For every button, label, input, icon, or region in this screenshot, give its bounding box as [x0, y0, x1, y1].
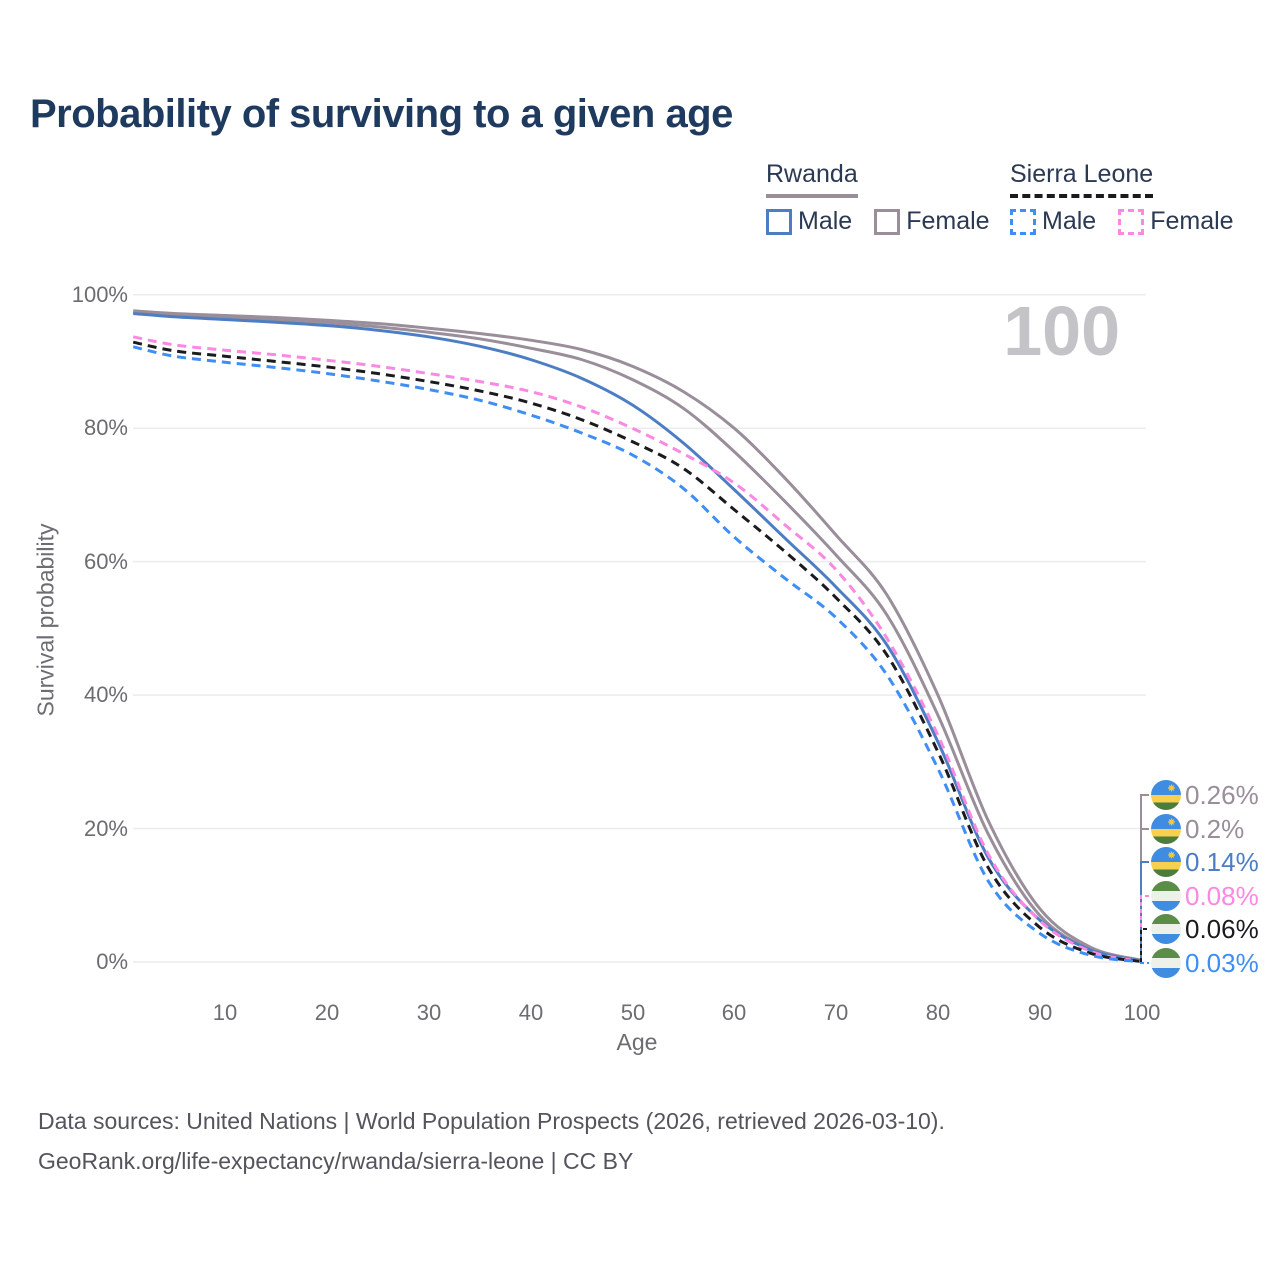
y-tick: 100% [71, 282, 128, 307]
end-value: 0.26% [1185, 779, 1259, 810]
x-tick: 100 [1123, 1000, 1161, 1025]
legend-group-rwanda: Rwanda Male Female [766, 160, 1012, 236]
x-tick: 30 [416, 1000, 442, 1025]
legend-item-sierra-leone-female[interactable]: Female [1118, 207, 1234, 236]
legend-item-rwanda-male[interactable]: Male [766, 207, 852, 236]
end-value: 0.06% [1185, 913, 1259, 944]
watermark-age: 100 [1003, 292, 1120, 370]
rwanda-flag-icon [1151, 847, 1181, 877]
end-label-sierra-leone-female: 0.08% [1151, 881, 1259, 911]
legend-item-sierra-leone-male[interactable]: Male [1010, 207, 1096, 236]
x-tick: 80 [925, 1000, 951, 1025]
end-value: 0.14% [1185, 846, 1259, 877]
y-tick: 0% [96, 949, 128, 974]
x-tick: 10 [212, 1000, 238, 1025]
legend-sierra-leone-title[interactable]: Sierra Leone [1010, 160, 1154, 198]
x-tick: 40 [518, 1000, 544, 1025]
y-axis-title: Survival probability [32, 523, 59, 717]
y-tick: 40% [83, 682, 128, 707]
legend-group-sierra-leone: Sierra Leone Male Female [1010, 160, 1256, 236]
x-tick: 90 [1027, 1000, 1053, 1025]
legend-item-label: Male [798, 207, 853, 235]
leader-line [1140, 861, 1149, 962]
y-tick: 20% [83, 816, 128, 841]
leader-line [1140, 794, 1149, 962]
end-value: 0.2% [1185, 813, 1245, 844]
end-value: 0.03% [1185, 947, 1259, 978]
sierra-leone-male-swatch-icon[interactable] [1010, 208, 1036, 235]
sierra-leone-female-swatch-icon[interactable] [1118, 208, 1145, 235]
end-label-sierra-leone-both: 0.06% [1151, 914, 1259, 944]
series-line-sierra-leone-female [132, 335, 1142, 963]
end-label-rwanda-female: 0.26% [1151, 780, 1259, 810]
series-line-rwanda-both-sexes [133, 310, 1142, 963]
x-tick: 20 [314, 1000, 340, 1025]
attribution-link[interactable]: GeoRank.org/life-expectancy/rwanda/sierr… [38, 1148, 634, 1174]
x-tick: 70 [823, 1000, 849, 1025]
sierra-leone-flag-icon [1151, 948, 1181, 978]
y-tick: 60% [83, 549, 128, 574]
legend-item-label: Female [906, 207, 990, 235]
end-value: 0.08% [1185, 880, 1259, 911]
rwanda-female-swatch-icon[interactable] [874, 208, 901, 235]
series-line-sierra-leone-male [132, 345, 1142, 964]
x-tick: 50 [620, 1000, 646, 1025]
rwanda-flag-icon [1151, 780, 1181, 810]
end-label-sierra-leone-male: 0.03% [1151, 948, 1259, 978]
series-line-rwanda-female [133, 309, 1142, 962]
x-tick: 60 [721, 1000, 747, 1025]
legend-rwanda-title[interactable]: Rwanda [766, 160, 858, 198]
series-line-rwanda-male [133, 312, 1142, 963]
end-label-rwanda-both: 0.2% [1151, 814, 1244, 844]
end-label-rwanda-male: 0.14% [1151, 847, 1259, 877]
sierra-leone-flag-icon [1151, 881, 1181, 911]
legend-item-label: Male [1042, 207, 1097, 235]
x-axis-title: Age [616, 1029, 658, 1055]
sierra-leone-flag-icon [1151, 914, 1181, 944]
leader-line [1140, 962, 1149, 964]
legend-item-label: Female [1150, 207, 1234, 235]
series-line-sierra-leone-both-sexes [132, 340, 1142, 964]
page-title: Probability of surviving to a given age [30, 92, 733, 136]
leader-line [1140, 928, 1149, 962]
rwanda-male-swatch-icon[interactable] [766, 208, 792, 235]
y-tick: 80% [83, 415, 128, 440]
legend-item-rwanda-female[interactable]: Female [874, 207, 990, 236]
data-sources-text: Data sources: United Nations | World Pop… [38, 1108, 945, 1134]
rwanda-flag-icon [1151, 814, 1181, 844]
